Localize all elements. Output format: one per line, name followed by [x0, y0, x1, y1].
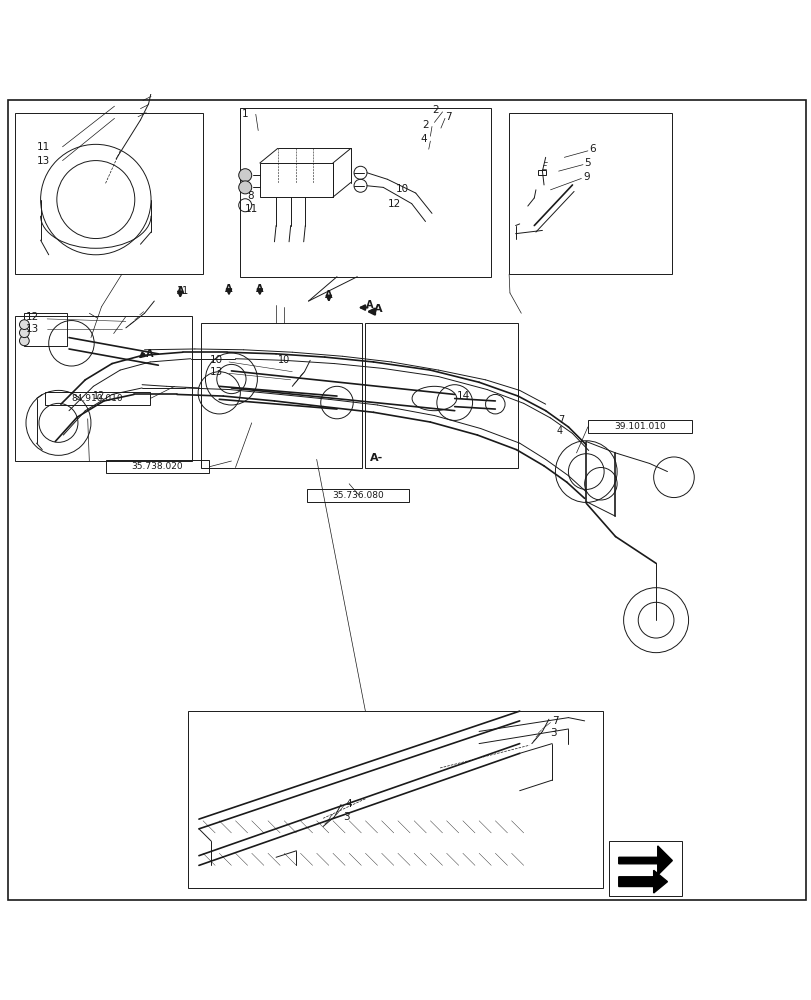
Circle shape	[238, 169, 251, 182]
Text: 7: 7	[558, 415, 564, 425]
Bar	[365, 323, 517, 468]
Bar	[201, 323, 362, 468]
Text: 2: 2	[422, 120, 428, 130]
Text: 7: 7	[551, 716, 558, 726]
Text: 6: 6	[589, 144, 595, 154]
Text: 9: 9	[582, 172, 589, 182]
Text: A: A	[146, 349, 153, 359]
Text: 1: 1	[242, 109, 248, 119]
Text: 12: 12	[93, 391, 105, 401]
Text: 3: 3	[550, 728, 556, 738]
Text: 35.738.020: 35.738.020	[131, 462, 183, 471]
Text: 10: 10	[396, 184, 409, 194]
Bar	[608, 841, 681, 896]
Text: 14: 14	[456, 391, 469, 401]
Text: 11: 11	[245, 204, 258, 214]
Text: 11: 11	[177, 286, 189, 296]
Bar	[188, 711, 602, 888]
Bar	[45, 392, 150, 405]
Text: 39.101.010: 39.101.010	[613, 422, 665, 431]
Text: 4: 4	[345, 799, 351, 809]
Polygon shape	[618, 870, 667, 893]
Text: A: A	[373, 304, 382, 314]
Text: 10: 10	[277, 355, 290, 365]
Circle shape	[19, 336, 29, 346]
Text: 2: 2	[431, 105, 438, 115]
Text: 35.736.080: 35.736.080	[332, 491, 384, 500]
Bar	[307, 489, 409, 502]
Bar	[15, 316, 191, 461]
Text: 84.910.010: 84.910.010	[71, 394, 123, 403]
Polygon shape	[618, 846, 672, 875]
Circle shape	[19, 328, 29, 338]
Bar	[587, 420, 691, 433]
Bar	[260, 163, 333, 197]
Bar	[15, 113, 203, 274]
Text: A: A	[255, 284, 264, 294]
Circle shape	[19, 320, 29, 329]
Bar	[538, 170, 546, 175]
Text: 5: 5	[584, 158, 590, 168]
Text: 13: 13	[26, 324, 39, 334]
Text: A: A	[365, 300, 373, 310]
Text: 4: 4	[556, 426, 562, 436]
Text: A: A	[176, 286, 184, 296]
Circle shape	[238, 181, 251, 194]
Bar	[508, 113, 671, 274]
Text: A: A	[324, 290, 333, 300]
Text: 12: 12	[26, 312, 39, 322]
Bar	[105, 460, 209, 473]
Text: 13: 13	[209, 367, 222, 377]
Text: 3: 3	[343, 812, 350, 822]
Text: 11: 11	[36, 142, 49, 152]
Text: A: A	[225, 284, 233, 294]
Bar	[239, 108, 491, 277]
Text: 10: 10	[209, 355, 222, 365]
Bar	[24, 313, 67, 346]
Text: 8: 8	[247, 191, 254, 201]
Text: 7: 7	[444, 112, 451, 122]
Text: A-: A-	[369, 453, 382, 463]
Text: 13: 13	[36, 156, 49, 166]
Text: 12: 12	[388, 199, 401, 209]
Text: 4: 4	[420, 134, 427, 144]
